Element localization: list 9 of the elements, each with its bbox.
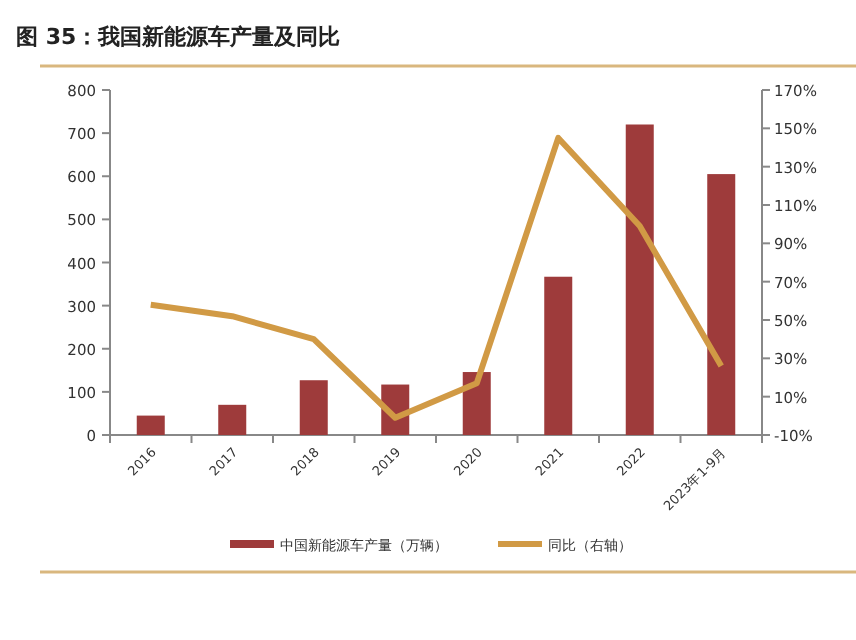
bar	[299, 380, 328, 435]
bar	[462, 372, 491, 435]
bar	[218, 404, 247, 435]
bar	[136, 415, 165, 435]
bar	[625, 124, 654, 435]
chart-title: 图 35：我国新能源车产量及同比	[16, 24, 341, 50]
line-series	[147, 134, 725, 421]
bar	[544, 276, 573, 435]
bar	[707, 174, 736, 435]
